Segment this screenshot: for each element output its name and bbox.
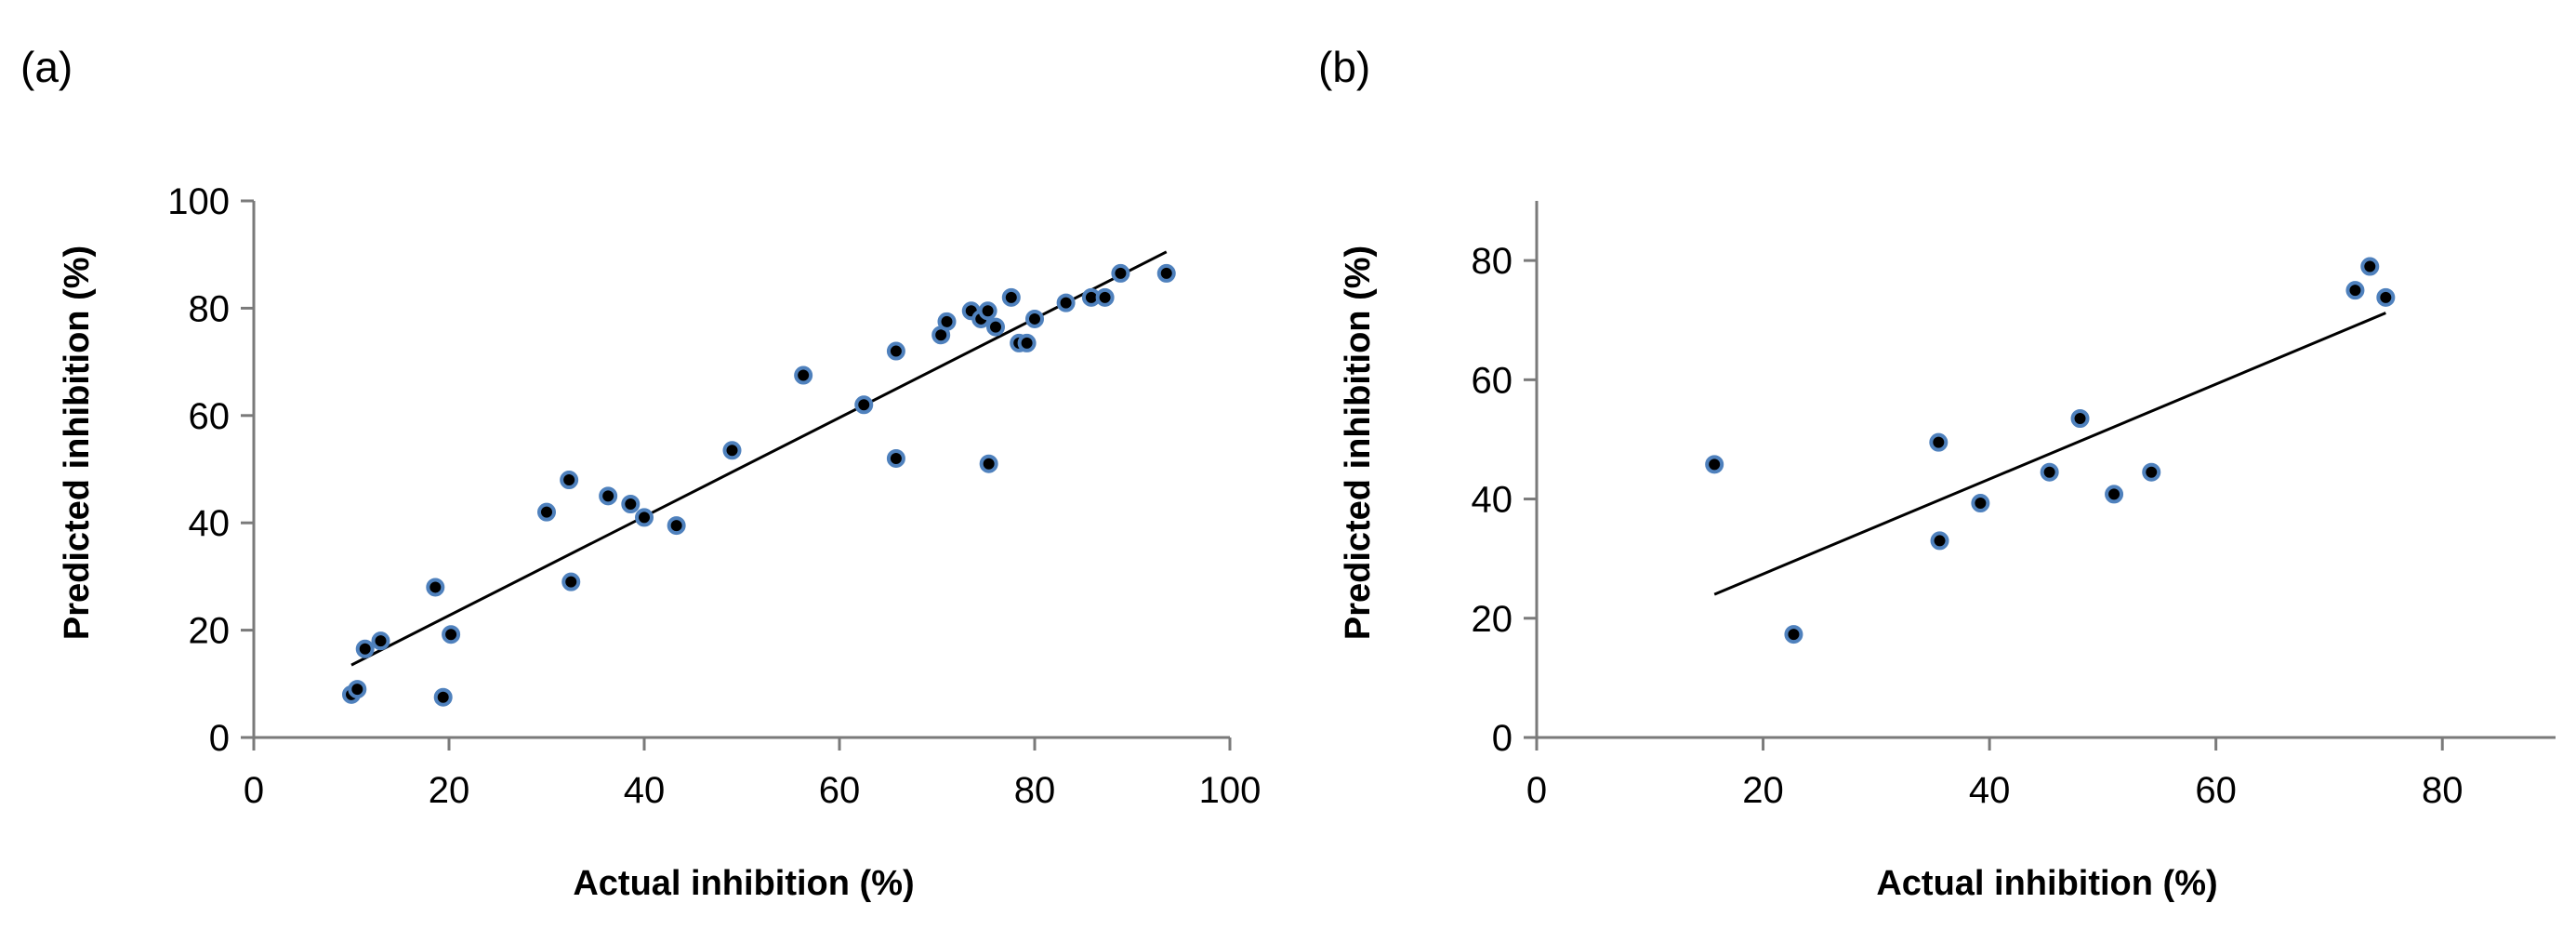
data-point-a — [979, 454, 998, 473]
trendline-a — [350, 250, 1168, 667]
data-point-a — [886, 341, 905, 361]
data-point-a — [426, 578, 445, 597]
data-point-a — [937, 312, 957, 331]
data-point-a — [1001, 287, 1021, 307]
x-tick-label-b: 60 — [2195, 770, 2237, 811]
y-axis-title-a: Predicted inhibition (%) — [58, 246, 97, 640]
chart-panel-a: (a) Actual inhibition (%) Predicted inhi… — [20, 43, 1261, 903]
y-tick-label-a: 0 — [209, 718, 230, 759]
x-tick-label-a: 20 — [429, 770, 470, 811]
y-tick-label-b: 0 — [1492, 718, 1513, 759]
y-tick-label-a: 100 — [167, 181, 230, 222]
data-point-b — [2376, 287, 2396, 307]
data-point-a — [978, 301, 997, 321]
x-tick-label-b: 80 — [2422, 770, 2464, 811]
data-point-b — [2105, 485, 2124, 504]
y-tick-label-a: 60 — [189, 396, 231, 437]
x-tick-label-a: 80 — [1014, 770, 1056, 811]
y-tick-label-b: 60 — [1472, 360, 1513, 401]
data-point-a — [854, 395, 874, 415]
x-tick-label-b: 0 — [1526, 770, 1547, 811]
data-point-b — [2070, 409, 2090, 429]
data-point-a — [1025, 309, 1044, 328]
y-tick-label-b: 20 — [1472, 599, 1513, 640]
data-point-a — [722, 441, 742, 460]
data-point-a — [442, 625, 461, 644]
x-tick-label-a: 40 — [624, 770, 666, 811]
y-tick-label-b: 40 — [1472, 480, 1513, 521]
data-point-a — [667, 516, 686, 536]
data-point-b — [1971, 494, 1990, 513]
data-point-b — [2345, 281, 2365, 300]
data-point-b — [2040, 462, 2059, 482]
y-tick-label-a: 20 — [189, 611, 231, 652]
chart-panel-b: (b) Actual inhibition (%) Predicted inhi… — [1318, 43, 2556, 903]
data-point-a — [537, 502, 556, 522]
trendline-b — [1713, 312, 2386, 596]
x-axis-title-a: Actual inhibition (%) — [573, 864, 914, 903]
data-point-a — [433, 687, 453, 707]
data-point-b — [1705, 455, 1724, 474]
data-point-a — [886, 448, 905, 468]
data-point-a — [599, 486, 618, 506]
x-tick-label-b: 40 — [1969, 770, 2011, 811]
data-point-b — [1784, 625, 1803, 644]
data-point-a — [561, 572, 581, 591]
data-point-a — [560, 471, 579, 490]
x-tick-label-a: 100 — [1199, 770, 1262, 811]
data-point-a — [986, 317, 1005, 337]
y-axis-title-b: Predicted inhibition (%) — [1339, 246, 1378, 640]
data-point-a — [1095, 287, 1115, 307]
data-point-b — [1929, 432, 1949, 452]
data-point-a — [371, 631, 390, 651]
data-point-a — [1156, 263, 1176, 283]
data-point-a — [355, 639, 375, 658]
y-tick-label-a: 40 — [189, 503, 231, 544]
data-point-b — [1930, 531, 1949, 551]
x-tick-label-a: 60 — [819, 770, 861, 811]
panel-label-b: (b) — [1318, 43, 1370, 91]
panel-label-a: (a) — [20, 43, 73, 91]
data-point-a — [635, 508, 654, 527]
x-tick-label-b: 20 — [1742, 770, 1784, 811]
y-tick-label-b: 80 — [1472, 241, 1513, 282]
data-point-b — [2142, 462, 2161, 482]
data-point-a — [621, 495, 641, 514]
y-tick-label-a: 80 — [189, 288, 231, 329]
data-point-a — [1056, 293, 1076, 312]
x-tick-label-a: 0 — [244, 770, 264, 811]
x-axis-title-b: Actual inhibition (%) — [1876, 864, 2217, 903]
data-point-a — [1111, 263, 1130, 283]
data-point-a — [348, 680, 367, 699]
data-point-a — [794, 365, 813, 385]
data-point-b — [2360, 257, 2380, 276]
data-point-a — [1017, 333, 1037, 352]
